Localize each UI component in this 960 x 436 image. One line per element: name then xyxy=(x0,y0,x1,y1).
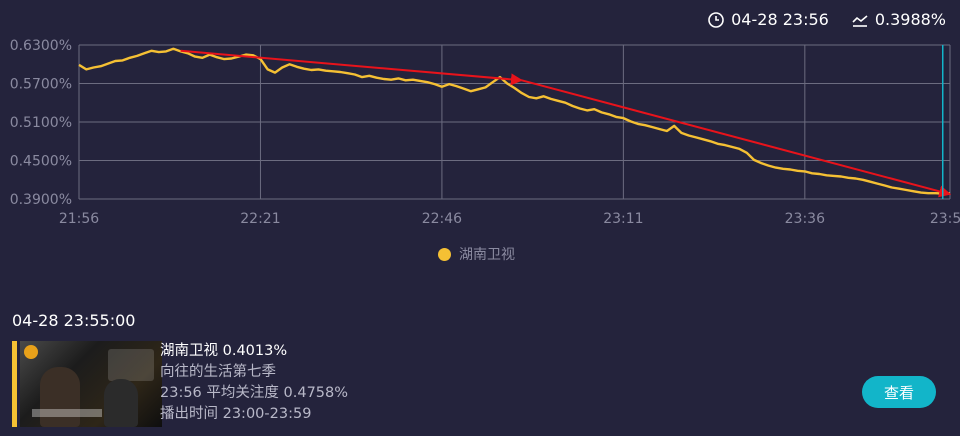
readout-time: 04-28 23:56 xyxy=(731,10,829,29)
x-tick-label: 23:36 xyxy=(785,211,825,227)
trend-arrows xyxy=(180,49,952,198)
clock-icon xyxy=(707,11,725,29)
avg-attention: 23:56 平均关注度 0.4758% xyxy=(160,385,349,401)
view-button[interactable]: 查看 xyxy=(862,376,936,408)
y-tick-label: 0.5700% xyxy=(10,77,72,93)
chart-legend[interactable]: 湖南卫视 xyxy=(438,244,515,264)
channel-name: 湖南卫视 xyxy=(160,343,218,359)
legend-dot-hunan xyxy=(438,247,451,261)
card-accent-bar xyxy=(12,341,17,427)
program-card: 湖南卫视 0.4013% 向往的生活第七季 23:56 平均关注度 0.4758… xyxy=(12,339,948,427)
x-axis: 21:56 22:21 22:46 23:11 23:36 23:56 xyxy=(59,211,960,227)
readout-value: 0.3988% xyxy=(874,10,946,29)
legend-label-hunan: 湖南卫视 xyxy=(459,247,515,263)
y-tick-label: 0.5100% xyxy=(10,115,72,131)
current-readout: 04-28 23:56 0.3988% xyxy=(707,10,946,29)
x-tick-label: 21:56 xyxy=(59,211,99,227)
y-tick-label: 0.4500% xyxy=(10,154,72,170)
x-tick-label: 22:46 xyxy=(422,211,462,227)
y-axis: 0.6300% 0.5700% 0.5100% 0.4500% 0.3900% xyxy=(10,38,72,208)
series-line-hunan xyxy=(78,47,951,195)
x-tick-label: 23:56 xyxy=(930,211,960,227)
detail-time: 04-28 23:55:00 xyxy=(12,311,136,330)
program-info: 湖南卫视 0.4013% 向往的生活第七季 23:56 平均关注度 0.4758… xyxy=(160,341,348,425)
trend-arrow xyxy=(180,49,523,86)
program-name: 向往的生活第七季 xyxy=(160,364,276,380)
trend-arrow xyxy=(521,79,952,198)
trend-icon xyxy=(851,11,869,29)
program-thumbnail[interactable] xyxy=(20,341,162,427)
chart-grid xyxy=(78,44,951,200)
y-tick-label: 0.6300% xyxy=(10,38,72,54)
line-chart[interactable]: 0.6300% 0.5700% 0.5100% 0.4500% 0.3900% 21:5… xyxy=(0,0,960,236)
x-tick-label: 22:21 xyxy=(240,211,280,227)
x-tick-label: 23:11 xyxy=(603,211,643,227)
channel-share: 0.4013% xyxy=(222,343,288,359)
channel-line: 湖南卫视 0.4013% xyxy=(160,341,348,362)
airtime: 播出时间 23:00-23:59 xyxy=(160,406,312,422)
y-tick-label: 0.3900% xyxy=(10,192,72,208)
